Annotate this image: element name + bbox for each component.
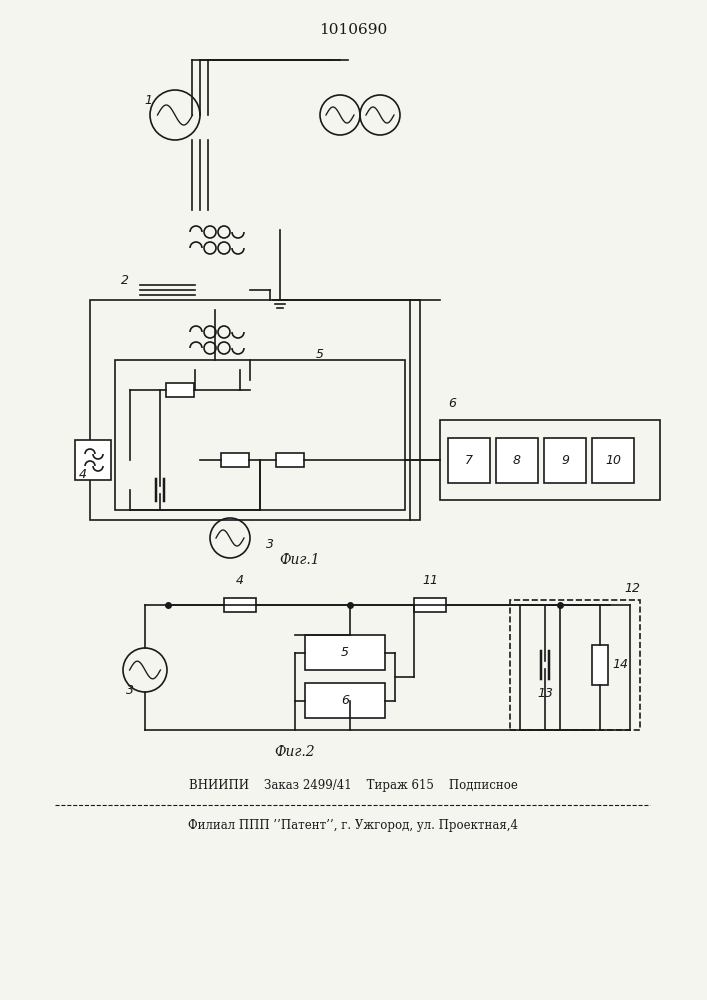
Bar xyxy=(224,598,256,612)
Bar xyxy=(448,438,490,483)
Bar xyxy=(221,453,249,467)
Bar xyxy=(592,438,634,483)
Text: ВНИИПИ    Заказ 2499/41    Тираж 615    Подписное: ВНИИПИ Заказ 2499/41 Тираж 615 Подписное xyxy=(189,778,518,792)
Text: 13: 13 xyxy=(537,687,553,700)
Bar xyxy=(305,635,385,670)
Text: Фиг.2: Фиг.2 xyxy=(275,745,315,759)
Text: Фиг.1: Фиг.1 xyxy=(280,553,320,567)
Text: 5: 5 xyxy=(316,349,324,361)
Bar xyxy=(496,438,538,483)
Text: 12: 12 xyxy=(624,582,640,595)
Text: 2: 2 xyxy=(121,273,129,286)
Bar xyxy=(90,300,420,520)
Text: 11: 11 xyxy=(422,574,438,587)
Text: 5: 5 xyxy=(341,646,349,659)
Text: 4: 4 xyxy=(79,468,87,482)
Bar xyxy=(276,453,304,467)
Text: 9: 9 xyxy=(561,454,569,466)
Bar xyxy=(510,600,640,730)
Text: 6: 6 xyxy=(341,694,349,707)
Bar xyxy=(115,360,405,510)
Bar xyxy=(440,420,660,500)
Text: 14: 14 xyxy=(612,658,628,672)
Text: 3: 3 xyxy=(266,538,274,552)
Bar xyxy=(305,683,385,718)
Text: 3: 3 xyxy=(126,684,134,697)
Text: 6: 6 xyxy=(448,397,456,410)
Bar xyxy=(166,383,194,397)
Bar xyxy=(75,440,111,480)
Text: 8: 8 xyxy=(513,454,521,466)
Bar xyxy=(544,438,586,483)
Text: Филиал ППП ’’Патент’’, г. Ужгород, ул. Проектная,4: Филиал ППП ’’Патент’’, г. Ужгород, ул. П… xyxy=(188,818,518,832)
Text: 4: 4 xyxy=(236,574,244,587)
Text: 1010690: 1010690 xyxy=(319,23,387,37)
Bar xyxy=(592,645,608,685)
Text: 10: 10 xyxy=(605,454,621,466)
Text: 7: 7 xyxy=(465,454,473,466)
Bar xyxy=(414,598,446,612)
Text: 1: 1 xyxy=(144,94,152,106)
